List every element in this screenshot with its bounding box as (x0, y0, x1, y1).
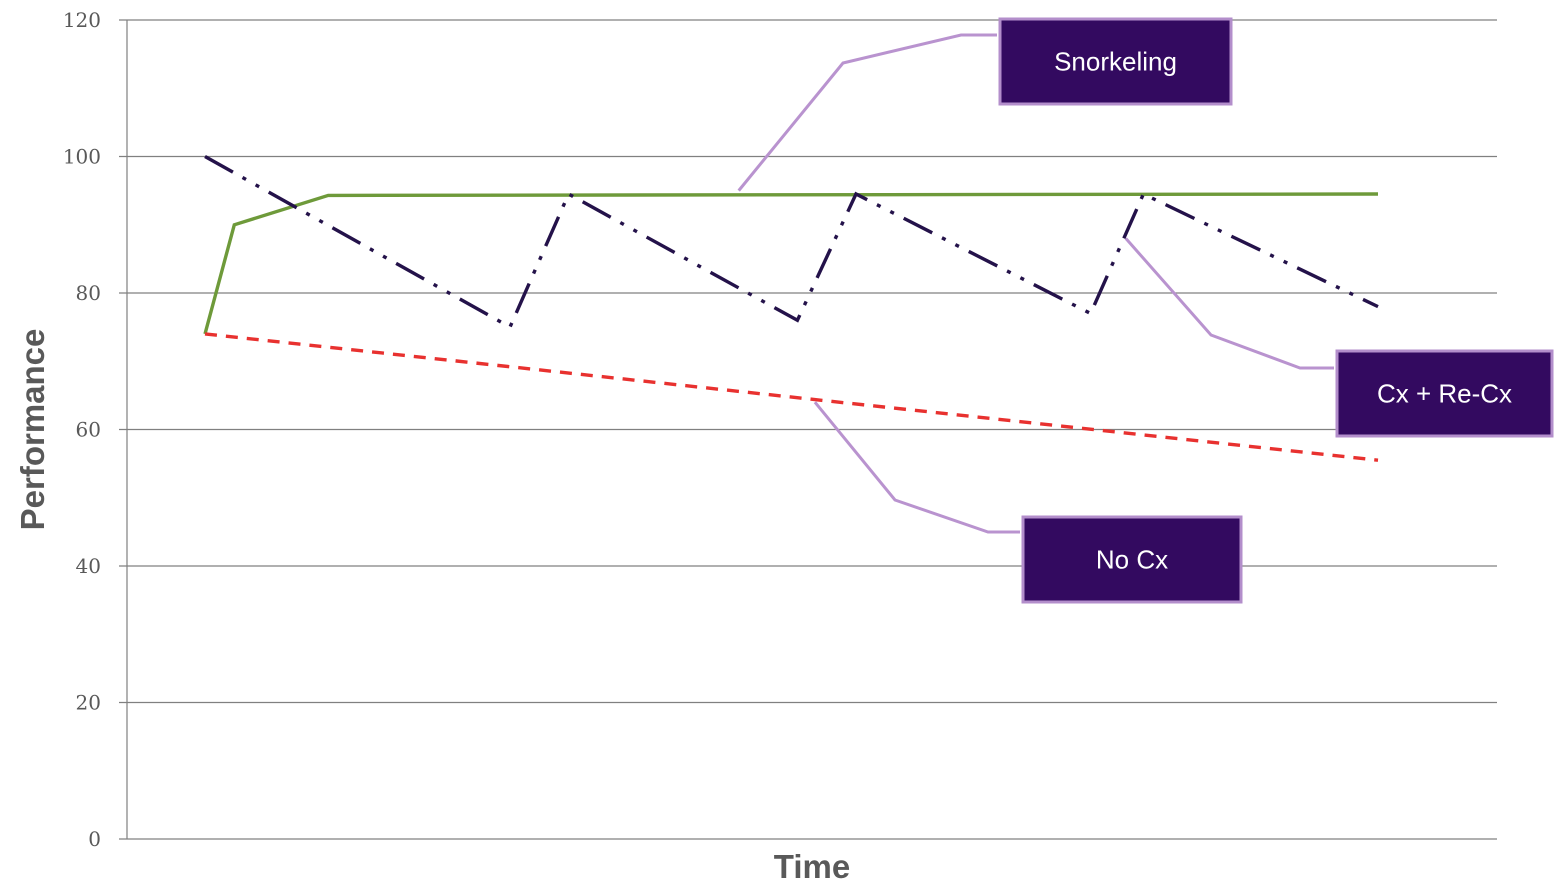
y-axis-title: Performance (14, 329, 51, 531)
series-line-no-cx (204, 332, 1379, 462)
x-axis-title: Time (774, 848, 850, 884)
callout-label: Snorkeling (1054, 47, 1177, 77)
y-tick-labels: 0 20 40 60 80 100 120 (63, 8, 101, 851)
callout-box (1021, 515, 1243, 604)
callout-box (998, 17, 1233, 106)
gridlines (119, 19, 1497, 840)
callout-label: No Cx (1096, 545, 1168, 575)
series-lines (203, 155, 1379, 462)
y-tick-label: 120 (63, 8, 101, 32)
y-tick-label: 0 (88, 827, 101, 851)
callout-label: Cx + Re-Cx (1377, 379, 1512, 409)
y-tick-label: 80 (76, 281, 101, 305)
callout-leader-lines (737, 33, 1334, 534)
y-tick-label: 20 (76, 691, 101, 715)
y-tick-label: 100 (63, 145, 101, 169)
series-line-cx-recx (204, 155, 1379, 330)
callout-leader-line (1124, 237, 1334, 370)
callouts: Snorkeling Cx + Re-Cx No Cx (998, 17, 1554, 604)
callout-leader-line (737, 33, 997, 192)
callout-box (1335, 349, 1554, 438)
y-tick-label: 60 (76, 418, 101, 442)
callout-leader-line (813, 401, 1020, 534)
series-line-snorkeling (203, 192, 1379, 335)
y-tick-label: 40 (76, 554, 101, 578)
